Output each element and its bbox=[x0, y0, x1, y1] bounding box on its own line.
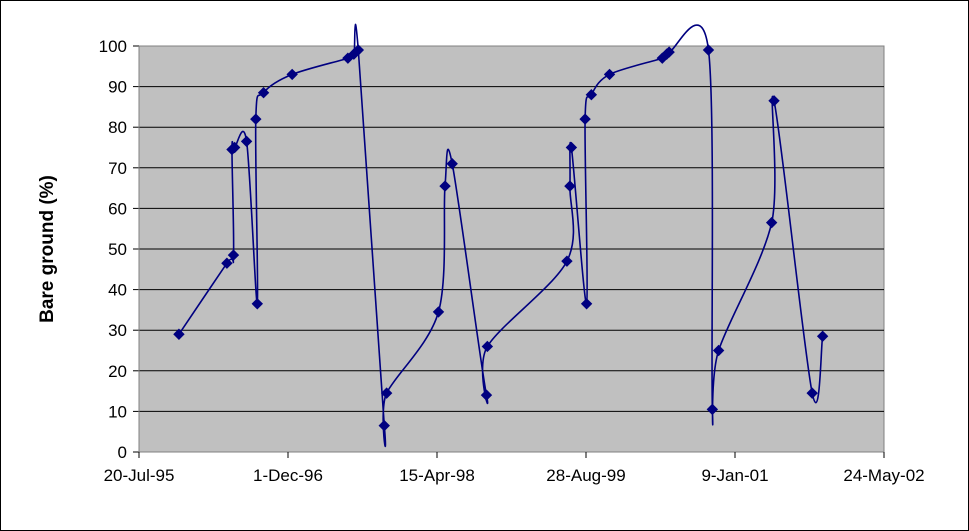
data-point-marker bbox=[250, 113, 262, 125]
data-point-marker bbox=[352, 44, 365, 56]
data-point-marker bbox=[257, 86, 270, 99]
grid-lines bbox=[139, 86, 884, 412]
data-point-marker bbox=[480, 389, 493, 401]
data-point-marker bbox=[228, 141, 241, 154]
data-point-marker bbox=[702, 44, 715, 56]
y-tick-label: 40 bbox=[108, 281, 127, 300]
data-point-marker bbox=[603, 68, 616, 81]
data-point-marker bbox=[663, 46, 675, 58]
data-point-marker bbox=[580, 298, 593, 310]
data-point-marker bbox=[221, 257, 233, 269]
data-point-marker bbox=[380, 387, 393, 399]
data-point-marker bbox=[585, 89, 598, 101]
x-tick-label: 1-Dec-96 bbox=[253, 466, 323, 485]
data-point-marker bbox=[240, 135, 253, 148]
y-tick-label: 10 bbox=[108, 402, 127, 421]
data-point-marker bbox=[768, 95, 780, 107]
x-tick-label: 28-Aug-99 bbox=[546, 466, 625, 485]
x-tick-label: 24-May-02 bbox=[843, 466, 924, 485]
y-tick-label: 0 bbox=[118, 443, 127, 462]
data-point-marker bbox=[579, 113, 591, 125]
y-tick-label: 70 bbox=[108, 159, 127, 178]
data-point-marker bbox=[378, 419, 390, 432]
y-axis-title: Bare ground (%) bbox=[37, 175, 58, 323]
y-tick-label: 100 bbox=[99, 37, 127, 56]
y-tick-label: 20 bbox=[108, 362, 127, 381]
data-point-marker bbox=[561, 255, 573, 267]
y-tick-label: 50 bbox=[108, 240, 127, 259]
series-markers bbox=[173, 44, 829, 432]
data-point-marker bbox=[706, 403, 719, 416]
data-point-marker bbox=[564, 180, 576, 192]
data-point-marker bbox=[446, 158, 458, 170]
y-tick-label: 90 bbox=[108, 78, 127, 97]
data-point-marker bbox=[765, 216, 778, 229]
data-point-marker bbox=[481, 340, 494, 353]
data-point-marker bbox=[565, 141, 578, 154]
y-tick-label: 80 bbox=[108, 118, 127, 137]
data-point-marker bbox=[432, 306, 445, 318]
data-point-marker bbox=[439, 180, 451, 192]
data-point-marker bbox=[251, 298, 264, 310]
data-point-marker bbox=[286, 68, 298, 81]
data-point-marker bbox=[806, 387, 818, 399]
data-point-marker bbox=[816, 330, 829, 342]
y-tick-label: 30 bbox=[108, 321, 127, 340]
x-tick-label: 9-Jan-01 bbox=[701, 466, 768, 485]
y-tick-label: 60 bbox=[108, 199, 127, 218]
data-point-marker bbox=[173, 328, 185, 340]
x-tick-label: 15-Apr-98 bbox=[399, 466, 475, 485]
data-point-marker bbox=[712, 344, 725, 357]
axes: 0 10 20 30 40 50 60 70 80 90 100 20-Jul-95 1-Dec-96 1… bbox=[99, 37, 925, 485]
data-point-marker bbox=[227, 249, 240, 261]
x-tick-label: 20-Jul-95 bbox=[104, 466, 175, 485]
